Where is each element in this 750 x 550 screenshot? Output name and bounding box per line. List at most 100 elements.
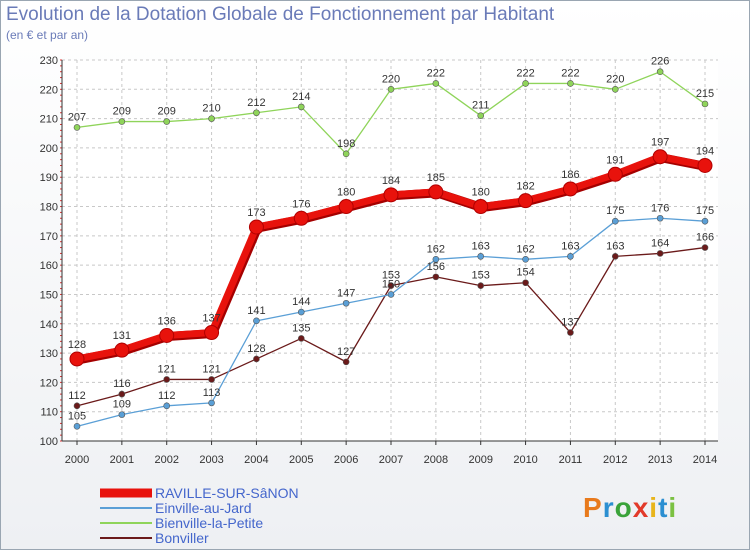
plot-area xyxy=(62,60,718,441)
data-label-raville-sur-s-non: 128 xyxy=(68,339,86,351)
data-point-bonviller xyxy=(342,358,350,366)
data-point-einville-au-jard xyxy=(208,399,215,407)
logo-letter: i xyxy=(668,492,678,523)
series-group xyxy=(69,68,713,430)
data-point-raville-sur-s-non xyxy=(383,187,399,203)
x-tick-label: 2003 xyxy=(199,454,223,466)
data-label-bonviller: 153 xyxy=(382,270,400,282)
data-point-raville-sur-s-non xyxy=(562,181,578,197)
x-tick-label: 2005 xyxy=(289,454,313,466)
y-tick-label: 120 xyxy=(40,377,58,389)
x-tick-label: 2004 xyxy=(244,454,268,466)
data-label-bienville-la-petite: 209 xyxy=(158,106,176,118)
data-label-bonviller: 127 xyxy=(337,346,355,358)
data-point-bonviller xyxy=(297,335,305,342)
data-label-bonviller: 112 xyxy=(68,390,86,402)
data-label-bienville-la-petite: 212 xyxy=(247,97,265,109)
data-point-bonviller xyxy=(387,282,395,289)
x-tick-label: 2014 xyxy=(693,454,717,466)
data-point-einville-au-jard xyxy=(611,217,619,225)
legend: RAVILLE-SUR-SâNONEinville-au-JardBienvil… xyxy=(100,485,299,546)
y-tick-label: 230 xyxy=(40,55,58,67)
x-tick-label: 2007 xyxy=(379,454,403,466)
logo-letter: t xyxy=(658,492,669,523)
data-label-einville-au-jard: 163 xyxy=(472,240,490,252)
y-tick-label: 140 xyxy=(40,319,58,331)
x-tick-label: 2010 xyxy=(513,454,537,466)
data-point-bonviller xyxy=(73,402,81,410)
data-point-bienville-la-petite xyxy=(253,109,260,117)
data-label-einville-au-jard: 113 xyxy=(203,387,221,399)
y-tick-label: 180 xyxy=(40,202,58,214)
data-label-einville-au-jard: 109 xyxy=(113,399,131,411)
proxiti-logo: Proxiti xyxy=(583,492,677,524)
data-point-einville-au-jard xyxy=(253,317,260,325)
data-point-bonviller xyxy=(163,376,171,383)
y-tick-label: 160 xyxy=(40,260,58,272)
x-tick-label: 2006 xyxy=(334,454,358,466)
data-point-einville-au-jard xyxy=(342,299,350,307)
data-label-raville-sur-s-non: 137 xyxy=(202,313,220,325)
data-label-bonviller: 166 xyxy=(696,232,714,244)
data-point-raville-sur-s-non xyxy=(518,193,534,209)
data-point-raville-sur-s-non xyxy=(652,149,668,165)
y-tick-label: 150 xyxy=(40,289,58,301)
data-point-bonviller xyxy=(701,244,709,251)
data-point-bonviller xyxy=(611,253,619,260)
data-label-bonviller: 153 xyxy=(472,270,490,282)
data-label-bienville-la-petite: 222 xyxy=(516,67,534,79)
legend-label: Bienville-la-Petite xyxy=(155,515,263,531)
data-label-bienville-la-petite: 214 xyxy=(292,91,310,103)
data-label-raville-sur-s-non: 180 xyxy=(337,187,355,199)
data-point-einville-au-jard xyxy=(297,308,305,316)
data-label-einville-au-jard: 175 xyxy=(606,205,624,217)
x-tick-label: 2008 xyxy=(424,454,448,466)
data-point-bienville-la-petite xyxy=(208,115,215,122)
data-label-bienville-la-petite: 220 xyxy=(382,73,400,85)
y-tick-label: 220 xyxy=(40,84,58,96)
data-label-bonviller: 128 xyxy=(247,343,265,355)
x-tick-label: 2000 xyxy=(65,454,89,466)
data-label-raville-sur-s-non: 186 xyxy=(561,169,579,181)
data-point-einville-au-jard xyxy=(432,255,440,263)
data-label-bonviller: 156 xyxy=(427,261,445,273)
data-point-bienville-la-petite xyxy=(73,124,81,131)
data-point-bienville-la-petite xyxy=(342,150,350,158)
data-point-bienville-la-petite xyxy=(522,80,529,87)
data-label-bonviller: 137 xyxy=(561,317,579,329)
data-point-bienville-la-petite xyxy=(701,100,709,108)
data-label-bonviller: 121 xyxy=(202,363,220,375)
data-point-bonviller xyxy=(208,376,215,383)
logo-letter: i xyxy=(649,492,659,523)
data-point-bonviller xyxy=(118,390,126,398)
y-tick-label: 210 xyxy=(40,114,58,126)
data-label-bienville-la-petite: 220 xyxy=(606,73,624,85)
data-label-einville-au-jard: 175 xyxy=(696,205,714,217)
legend-label: RAVILLE-SUR-SâNON xyxy=(155,485,299,501)
logo-letter: r xyxy=(602,492,615,523)
data-point-bienville-la-petite xyxy=(567,80,574,87)
data-point-einville-au-jard xyxy=(387,291,395,298)
data-label-einville-au-jard: 176 xyxy=(651,202,669,214)
y-tick-label: 200 xyxy=(40,143,58,155)
data-point-bienville-la-petite xyxy=(387,86,395,93)
data-label-raville-sur-s-non: 191 xyxy=(606,154,624,166)
y-tick-label: 170 xyxy=(40,231,58,243)
data-point-bonviller xyxy=(253,355,260,363)
data-point-raville-sur-s-non xyxy=(697,158,713,174)
data-point-bienville-la-petite xyxy=(297,103,305,111)
data-point-raville-sur-s-non xyxy=(293,210,309,226)
x-tick-label: 2009 xyxy=(468,454,492,466)
axes: 100 110 120 130 140 150 160 170 180 190 200 210 220 2… xyxy=(40,55,718,466)
x-tick-label: 2013 xyxy=(648,454,672,466)
data-point-raville-sur-s-non xyxy=(338,199,354,215)
data-point-raville-sur-s-non xyxy=(607,166,623,182)
data-label-einville-au-jard: 147 xyxy=(337,287,355,299)
data-point-einville-au-jard xyxy=(567,253,574,260)
data-point-einville-au-jard xyxy=(701,217,709,225)
legend-label: Bonviller xyxy=(155,530,209,546)
data-point-raville-sur-s-non xyxy=(248,219,264,235)
data-label-raville-sur-s-non: 180 xyxy=(472,187,490,199)
data-point-raville-sur-s-non xyxy=(114,342,130,358)
